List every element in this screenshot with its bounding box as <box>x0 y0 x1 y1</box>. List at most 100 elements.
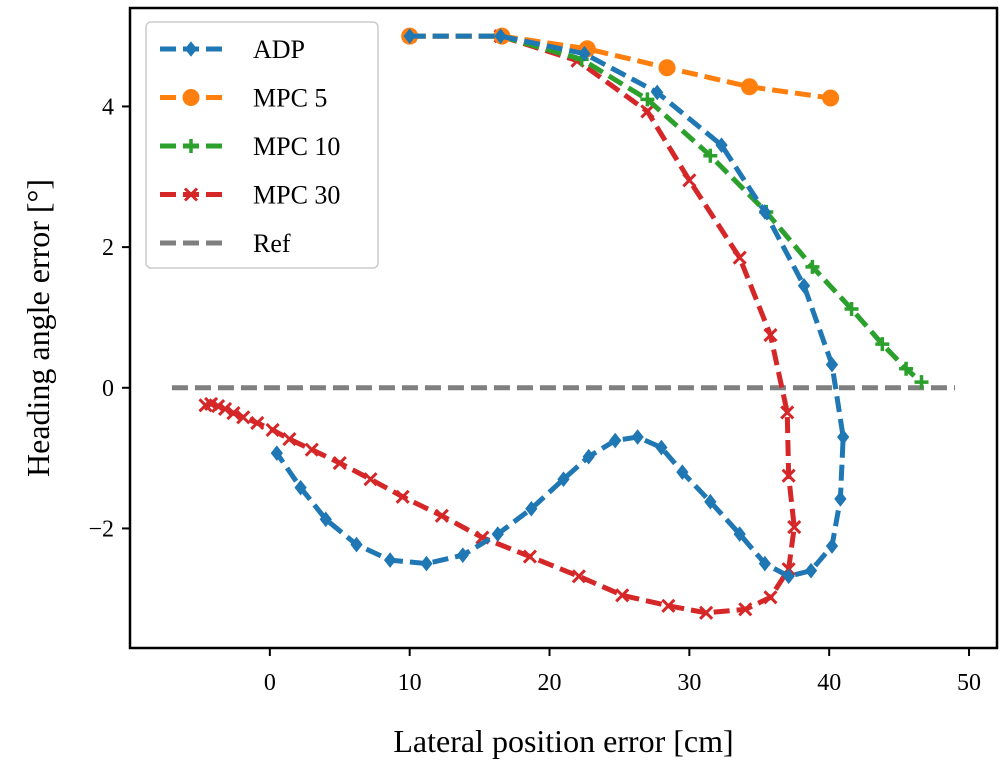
point-adp <box>456 547 469 563</box>
legend: ADP MPC 5 MPC 10 MPC 30 Ref <box>145 21 379 269</box>
x-tick-label: 40 <box>817 670 841 696</box>
plot-frame <box>128 6 999 650</box>
series-mpc-10 <box>402 29 929 390</box>
point-mpc-30 <box>763 590 778 605</box>
point-adp <box>834 491 847 507</box>
point-adp <box>609 432 622 449</box>
x-tick-label: 20 <box>538 670 562 696</box>
point-adp <box>420 555 433 572</box>
point-mpc-5 <box>822 89 840 107</box>
point-adp <box>825 538 839 554</box>
legend-entry-mpc-30: MPC 30 <box>160 181 340 210</box>
point-mpc-30 <box>236 410 251 425</box>
point-adp <box>825 356 839 373</box>
point-adp <box>319 511 332 528</box>
legend-marker-mpc-5 <box>182 89 200 106</box>
point-adp <box>758 555 772 572</box>
point-mpc-30 <box>781 468 796 483</box>
point-adp <box>350 536 363 553</box>
point-mpc-10 <box>899 361 914 376</box>
point-mpc-30 <box>282 432 297 447</box>
point-mpc-30 <box>332 455 347 471</box>
point-mpc-10 <box>875 337 890 352</box>
point-adp <box>837 429 850 445</box>
y-tick-label: 2 <box>102 235 114 261</box>
point-adp <box>704 493 717 510</box>
y-axis-label: Heading angle error [°] <box>20 179 56 477</box>
point-adp <box>676 464 689 480</box>
point-mpc-30 <box>615 588 630 603</box>
legend-label-mpc-5: MPC 5 <box>253 84 327 113</box>
x-axis-label: Lateral position error [cm] <box>393 723 733 759</box>
point-mpc-30 <box>787 519 802 535</box>
point-mpc-30 <box>304 442 319 457</box>
point-adp <box>797 277 811 294</box>
legend-entry-mpc-5: MPC 5 <box>160 84 327 113</box>
legend-label-ref: Ref <box>253 229 291 258</box>
point-mpc-10 <box>914 375 929 390</box>
point-adp <box>631 429 644 445</box>
point-mpc-30 <box>434 508 449 523</box>
point-mpc-30 <box>732 250 747 265</box>
legend-marker-adp <box>184 41 198 57</box>
legend-label-mpc-10: MPC 10 <box>253 132 340 161</box>
x-tick-label: 50 <box>957 670 981 696</box>
point-mpc-10 <box>805 259 820 274</box>
series-line-mpc-10 <box>409 33 924 385</box>
point-adp <box>403 28 416 44</box>
legend-entry-mpc-10: MPC 10 <box>160 132 340 161</box>
point-adp <box>525 500 538 517</box>
point-mpc-30 <box>265 422 280 438</box>
x-tick-label: 10 <box>398 670 422 696</box>
point-mpc-30 <box>226 406 241 421</box>
legend-marker-mpc-10 <box>184 139 198 153</box>
legend-box <box>145 21 379 269</box>
point-mpc-10 <box>640 92 655 107</box>
point-adp <box>383 552 397 568</box>
point-adp <box>651 84 664 101</box>
legend-entry-adp: ADP <box>160 35 305 64</box>
series-mpc-5 <box>401 27 840 107</box>
series-layer <box>171 27 956 620</box>
point-mpc-30 <box>250 415 265 431</box>
point-adp <box>758 204 772 220</box>
point-mpc-30 <box>198 398 213 413</box>
point-mpc-10 <box>703 148 718 163</box>
point-mpc-30 <box>699 605 714 620</box>
point-adp <box>733 526 746 542</box>
x-tick-label: 30 <box>677 670 701 696</box>
point-mpc-30 <box>763 327 778 343</box>
point-adp <box>578 45 591 62</box>
y-tick-label: −2 <box>88 516 114 542</box>
legend-label-adp: ADP <box>253 35 305 64</box>
point-adp <box>582 448 595 465</box>
legend-label-mpc-30: MPC 30 <box>253 181 340 210</box>
point-mpc-30 <box>522 549 537 564</box>
legend-marker-mpc-30 <box>183 187 199 202</box>
point-mpc-30 <box>640 104 655 119</box>
point-mpc-10 <box>844 302 859 317</box>
point-adp <box>782 568 795 585</box>
point-adp <box>294 479 307 496</box>
point-adp <box>715 137 728 153</box>
point-adp <box>491 526 504 542</box>
point-mpc-30 <box>395 489 410 504</box>
point-mpc-5 <box>740 78 758 96</box>
y-tick-label: 0 <box>102 376 114 402</box>
point-mpc-30 <box>571 569 586 584</box>
ticks-layer: 0 10 20 30 40 50 −2 0 2 4 <box>88 94 981 696</box>
point-mpc-30 <box>363 472 378 487</box>
point-adp <box>655 439 668 456</box>
x-tick-label: 0 <box>264 670 276 696</box>
legend-entry-ref: Ref <box>160 229 291 258</box>
point-mpc-30 <box>682 173 697 188</box>
series-adp <box>270 28 850 585</box>
point-adp <box>557 471 570 488</box>
point-mpc-30 <box>738 602 753 617</box>
point-adp <box>804 562 818 579</box>
point-mpc-30 <box>661 598 676 613</box>
point-mpc-30 <box>780 405 795 420</box>
y-tick-label: 4 <box>102 94 114 120</box>
point-mpc-5 <box>658 59 676 77</box>
